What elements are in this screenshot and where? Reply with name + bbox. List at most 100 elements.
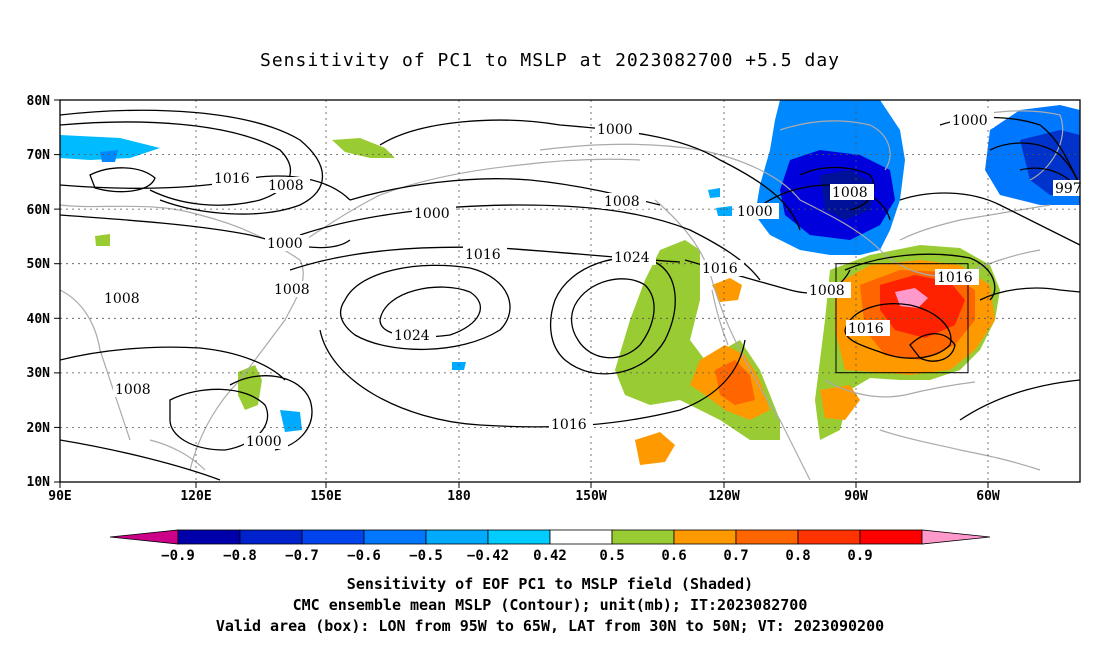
- caption-line: Sensitivity of EOF PC1 to MSLP field (Sh…: [346, 575, 754, 593]
- colorbar-label: −0.7: [285, 548, 319, 564]
- svg-text:1008: 1008: [115, 382, 151, 398]
- caption-line: CMC ensemble mean MSLP (Contour); unit(m…: [292, 596, 808, 614]
- svg-text:1008: 1008: [809, 283, 845, 299]
- svg-text:1000: 1000: [414, 206, 450, 222]
- colorbar-min-arrow: [109, 529, 179, 545]
- positive-darkorange-mexico: [715, 360, 755, 405]
- svg-text:1008: 1008: [104, 291, 140, 307]
- colorbar-label: −0.6: [347, 548, 381, 564]
- lat-label: 30N: [27, 366, 51, 381]
- colorbar-box: [549, 529, 613, 545]
- lon-label: 60W: [976, 489, 1000, 504]
- lat-label: 40N: [27, 312, 51, 327]
- colorbar-label: 0.7: [723, 548, 748, 564]
- positive-region-westpacific: [238, 365, 262, 410]
- contour-label: 1024: [392, 327, 436, 344]
- contour-label: 1024: [612, 249, 656, 266]
- contour-label: 1016: [846, 320, 890, 337]
- map-frame: [59, 99, 1081, 483]
- svg-text:1016: 1016: [551, 417, 587, 433]
- colorbar-label: 0.6: [661, 548, 686, 564]
- contour-labels: 1000 1016 1008 1000 1008 1000 1008 1016 …: [102, 112, 1082, 450]
- lon-label: 90W: [844, 489, 868, 504]
- lat-label: 60N: [27, 203, 51, 218]
- colorbar-label: 0.9: [847, 548, 872, 564]
- lon-label: 120E: [180, 489, 211, 504]
- lon-label: 90E: [48, 489, 71, 504]
- svg-text:1024: 1024: [394, 328, 430, 344]
- svg-text:1008: 1008: [274, 282, 310, 298]
- colorbar-label: 0.8: [785, 548, 810, 564]
- lat-label: 20N: [27, 421, 51, 436]
- colorbar-label: −0.5: [409, 548, 443, 564]
- colorbar-box: [425, 529, 489, 545]
- svg-text:1008: 1008: [832, 185, 868, 201]
- svg-text:1016: 1016: [848, 321, 884, 337]
- colorbar-box: [363, 529, 427, 545]
- svg-text:1000: 1000: [267, 236, 303, 252]
- colorbar: −0.9 −0.8 −0.7 −0.6 −0.5 −0.42 0.42 0.5 0.6 0.7 0.…: [109, 529, 991, 564]
- contour-label: 1000: [244, 433, 288, 450]
- contour-label: 1000: [265, 235, 309, 252]
- svg-text:1000: 1000: [597, 122, 633, 138]
- colorbar-label: −0.8: [223, 548, 257, 564]
- svg-text:1016: 1016: [214, 171, 250, 187]
- positive-orange-baja: [712, 278, 742, 302]
- svg-text:997: 997: [1055, 181, 1082, 197]
- contour-label: 1016: [463, 246, 507, 263]
- colorbar-label: −0.9: [161, 548, 195, 564]
- colorbar-box: [797, 529, 861, 545]
- colorbar-label: −0.42: [467, 548, 509, 564]
- svg-text:1016: 1016: [465, 247, 501, 263]
- lon-label: 180: [447, 489, 471, 504]
- lon-label: 120W: [708, 489, 739, 504]
- contour-label: 1016: [212, 170, 256, 187]
- colorbar-label: 0.42: [533, 548, 567, 564]
- svg-text:1008: 1008: [604, 194, 640, 210]
- negative-speck-3: [708, 188, 720, 198]
- negative-region-northpacific: [60, 135, 160, 160]
- caption-line: Valid area (box): LON from 95W to 65W, L…: [215, 617, 885, 635]
- positive-orange-pacific: [635, 432, 675, 465]
- contour-label: 1016: [549, 416, 593, 433]
- colorbar-box: [239, 529, 303, 545]
- contour-label: 1008: [102, 290, 146, 307]
- colorbar-box: [301, 529, 365, 545]
- contour-label: 1000: [595, 121, 639, 138]
- lat-label: 50N: [27, 257, 51, 272]
- positive-region-arctic: [332, 138, 395, 158]
- lat-label: 10N: [27, 475, 51, 490]
- colorbar-box: [611, 529, 675, 545]
- axis-ticks: [54, 99, 989, 488]
- svg-text:1008: 1008: [268, 178, 304, 194]
- contour-label: 1000: [735, 203, 779, 220]
- contour-label: 1008: [113, 381, 157, 398]
- colorbar-box: [673, 529, 737, 545]
- longitude-labels: 90E 120E 150E 180 150W 120W 90W 60W: [48, 489, 1000, 504]
- lon-label: 150W: [575, 489, 606, 504]
- contour-label: 1008: [807, 282, 851, 299]
- contour-label: 1008: [266, 177, 310, 194]
- caption-block: Sensitivity of EOF PC1 to MSLP field (Sh…: [0, 574, 1100, 637]
- contour-label: 1000: [950, 112, 994, 129]
- colorbar-max-arrow: [921, 529, 991, 545]
- lat-label: 80N: [27, 94, 51, 109]
- colorbar-label: 0.5: [599, 548, 624, 564]
- negative-speck-2: [280, 410, 302, 432]
- positive-orange-gulf: [820, 385, 860, 420]
- contour-label: 997: [1053, 180, 1082, 197]
- valid-area-box: [835, 263, 969, 374]
- coastlines: [60, 110, 1064, 481]
- positive-pink-na: [895, 288, 928, 308]
- svg-text:1016: 1016: [702, 261, 738, 277]
- svg-text:1000: 1000: [246, 434, 282, 450]
- contour-label: 1008: [272, 281, 316, 298]
- svg-text:1000: 1000: [952, 113, 988, 129]
- positive-speck-1: [95, 234, 110, 246]
- svg-text:1024: 1024: [614, 250, 650, 266]
- negative-speck-1: [100, 150, 118, 162]
- contour-label: 1008: [830, 184, 874, 201]
- contour-label: 1008: [602, 193, 646, 210]
- colorbar-box: [735, 529, 799, 545]
